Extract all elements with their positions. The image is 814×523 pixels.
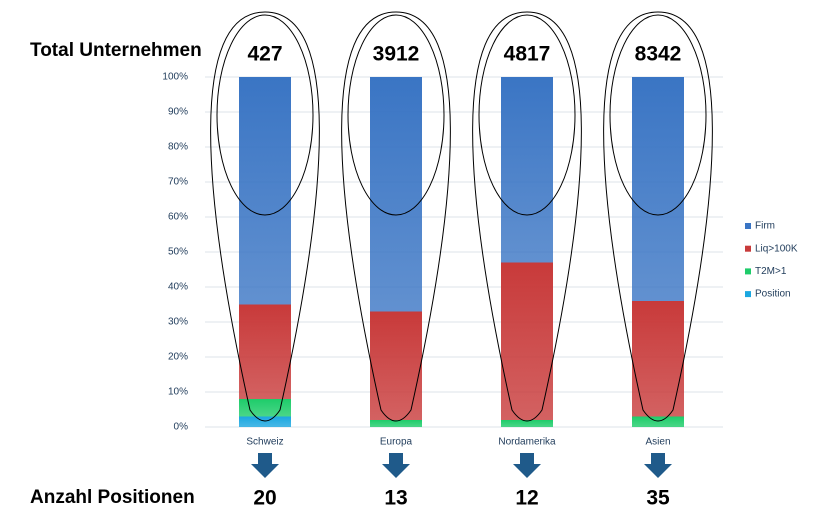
bottom-value: 35 [646, 487, 670, 510]
bar-segment [632, 77, 684, 301]
bar-segment [239, 304, 291, 399]
x-tick-label: Asien [645, 437, 670, 448]
bottom-value: 13 [384, 487, 407, 510]
bar-segment [370, 77, 422, 312]
bar-segment [370, 311, 422, 420]
bar-segment [501, 262, 553, 420]
lens-outline [472, 11, 582, 422]
legend-swatch [745, 268, 751, 275]
y-tick-label: 30% [168, 317, 188, 328]
lens-outline [603, 11, 713, 422]
legend-swatch [745, 223, 751, 229]
bar-segment [632, 416, 684, 427]
bottom-value: 12 [515, 487, 538, 510]
lens-outline [210, 11, 320, 422]
y-tick-label: 70% [168, 177, 188, 188]
lens-outline [341, 11, 451, 422]
bar-segment [239, 399, 291, 417]
bar-segment [239, 416, 291, 427]
legend-label: Position [755, 289, 791, 300]
y-tick-label: 50% [168, 247, 188, 258]
y-tick-label: 40% [168, 282, 188, 293]
bottom-label: Anzahl Positionen [30, 487, 195, 508]
top-label: Total Unternehmen [30, 40, 202, 61]
legend-swatch [745, 245, 751, 252]
legend-swatch [745, 291, 751, 298]
top-value: 8342 [635, 43, 682, 66]
legend-label: Firm [755, 221, 775, 232]
lens-ellipse [478, 14, 576, 216]
top-value: 4817 [504, 43, 551, 66]
y-tick-label: 100% [162, 72, 188, 83]
y-tick-label: 0% [174, 422, 189, 433]
bar-segment [370, 420, 422, 427]
lens-ellipse [216, 14, 314, 216]
top-value: 3912 [373, 43, 420, 66]
legend-label: T2M>1 [755, 266, 787, 277]
lens-ellipse [609, 14, 707, 216]
bar-segment [501, 420, 553, 427]
bottom-value: 20 [253, 487, 276, 510]
down-arrow [644, 453, 672, 478]
x-tick-label: Schweiz [246, 437, 283, 448]
down-arrow [382, 453, 410, 478]
bar-segment [632, 301, 684, 417]
y-tick-label: 60% [168, 212, 188, 223]
x-tick-label: Nordamerika [498, 437, 556, 448]
legend-label: Liq>100K [755, 243, 798, 254]
bar-segment [239, 77, 291, 305]
down-arrow [251, 453, 279, 478]
top-value: 427 [247, 43, 282, 66]
lens-ellipse [347, 14, 445, 216]
y-tick-label: 90% [168, 107, 188, 118]
x-tick-label: Europa [380, 437, 413, 448]
y-tick-label: 80% [168, 142, 188, 153]
y-tick-label: 10% [168, 387, 188, 398]
down-arrow [513, 453, 541, 478]
y-tick-label: 20% [168, 352, 188, 363]
bar-segment [501, 77, 553, 263]
